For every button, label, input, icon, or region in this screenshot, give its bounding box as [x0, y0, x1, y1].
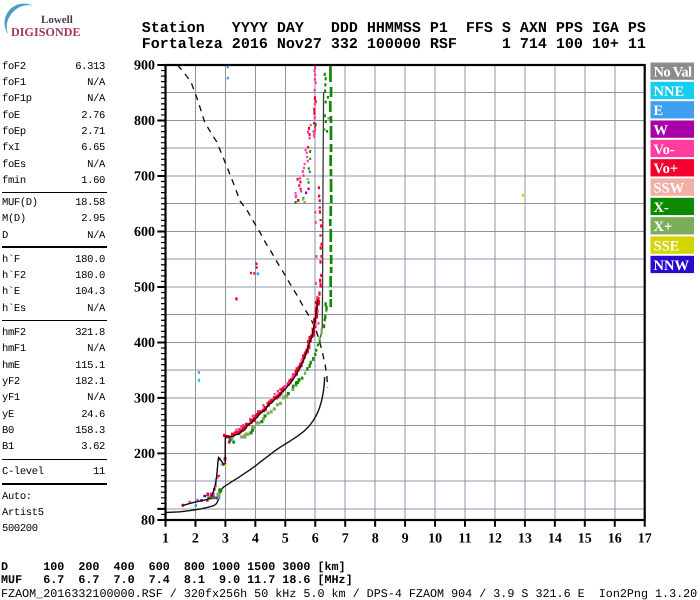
svg-text:13: 13 — [518, 532, 532, 547]
svg-text:W: W — [654, 122, 669, 138]
svg-text:4: 4 — [252, 532, 259, 547]
svg-text:10: 10 — [428, 532, 442, 547]
svg-text:X-: X- — [654, 200, 669, 216]
svg-text:500: 500 — [134, 281, 155, 296]
svg-text:15: 15 — [578, 532, 592, 547]
svg-text:SSW: SSW — [654, 180, 685, 196]
svg-text:2: 2 — [192, 532, 199, 547]
svg-text:Vo-: Vo- — [654, 142, 675, 158]
svg-text:14: 14 — [548, 532, 562, 547]
svg-text:7: 7 — [342, 532, 349, 547]
svg-text:X+: X+ — [654, 219, 673, 235]
svg-text:11: 11 — [458, 532, 471, 547]
svg-text:900: 900 — [134, 59, 155, 74]
svg-text:700: 700 — [134, 170, 155, 185]
svg-text:1: 1 — [162, 532, 169, 547]
svg-text:8: 8 — [372, 532, 379, 547]
svg-text:800: 800 — [134, 114, 155, 129]
svg-text:Vo+: Vo+ — [654, 161, 679, 177]
svg-text:No Val: No Val — [654, 65, 692, 81]
svg-text:200: 200 — [134, 447, 155, 462]
svg-text:12: 12 — [488, 532, 502, 547]
svg-text:400: 400 — [134, 336, 155, 351]
svg-text:5: 5 — [282, 532, 289, 547]
svg-text:NNW: NNW — [654, 258, 690, 274]
svg-text:SSE: SSE — [654, 238, 680, 254]
svg-text:17: 17 — [638, 532, 652, 547]
svg-text:6: 6 — [312, 532, 319, 547]
svg-text:300: 300 — [134, 392, 155, 407]
svg-text:3: 3 — [222, 532, 229, 547]
svg-text:80: 80 — [141, 514, 155, 529]
svg-text:16: 16 — [608, 532, 622, 547]
svg-text:9: 9 — [402, 532, 409, 547]
svg-text:E: E — [654, 103, 664, 119]
svg-text:NNE: NNE — [654, 84, 685, 100]
svg-text:600: 600 — [134, 225, 155, 240]
